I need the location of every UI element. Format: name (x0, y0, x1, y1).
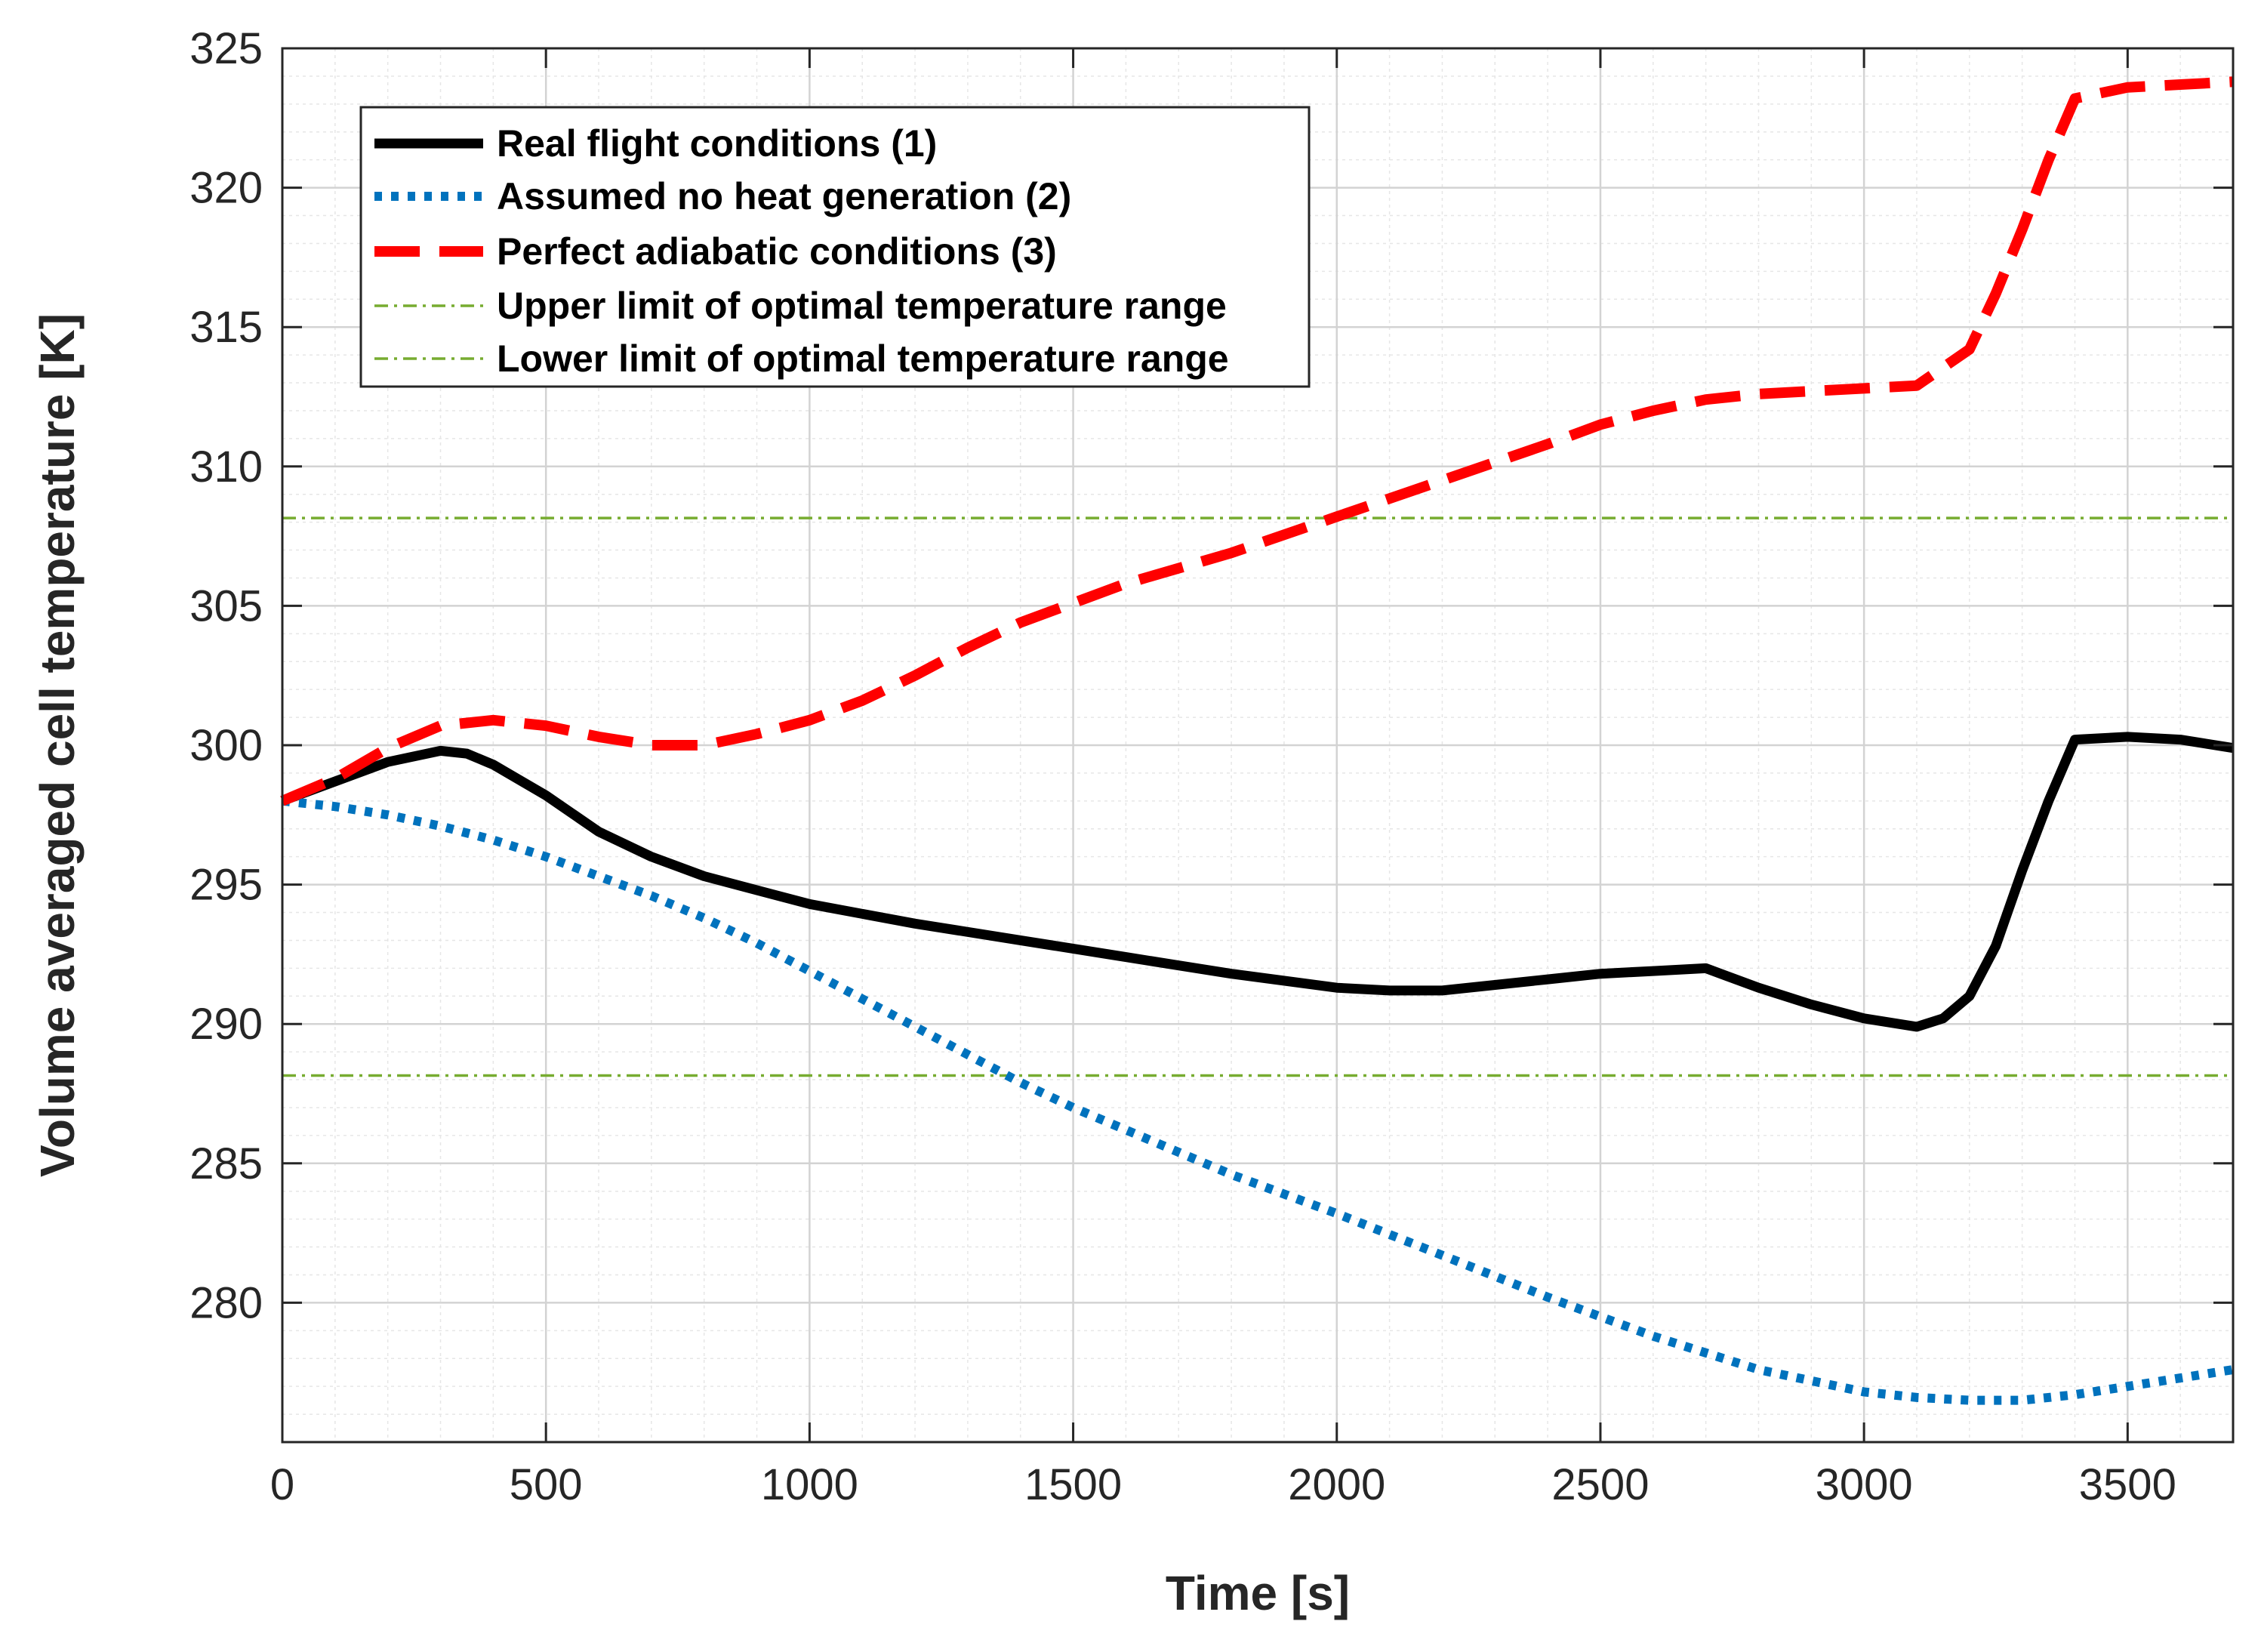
x-tick-label: 0 (270, 1460, 294, 1509)
x-tick-label: 500 (510, 1460, 583, 1509)
y-tick-label: 290 (189, 1000, 263, 1049)
legend-label-2: Assumed no heat generation (2) (497, 175, 1071, 217)
y-tick-label: 300 (189, 721, 263, 770)
y-tick-label: 285 (189, 1139, 263, 1188)
series-layer (280, 76, 2235, 1405)
y-tick-label: 280 (189, 1278, 263, 1327)
x-tick-label: 3000 (1816, 1460, 1913, 1509)
legend-box (359, 106, 1311, 388)
x-tick-label: 3500 (2079, 1460, 2176, 1509)
y-tick-label: 325 (189, 24, 263, 73)
y-axis-title: Volume averaged cell temperature [K] (30, 313, 85, 1177)
y-tick-label: 310 (189, 442, 263, 492)
y-tick-label: 305 (189, 581, 263, 630)
legend-label-3: Perfect adiabatic conditions (3) (497, 230, 1057, 273)
x-tick-label: 1500 (1024, 1460, 1122, 1509)
y-tick-label: 320 (189, 164, 263, 213)
x-tick-label: 2500 (1551, 1460, 1649, 1509)
legend: Real flight conditions (1) Assumed no hea… (359, 106, 1311, 388)
x-tick-label: 1000 (761, 1460, 858, 1509)
legend-label-1: Real flight conditions (1) (497, 122, 937, 165)
axis-ticks (281, 47, 2233, 1442)
series-line-1 (280, 732, 2235, 1032)
legend-label-4: Upper limit of optimal temperature range (497, 285, 1227, 327)
x-axis-title: Time [s] (1166, 1566, 1350, 1620)
series-line-2 (282, 796, 2234, 1405)
y-tick-label: 295 (189, 861, 263, 910)
legend-label-5: Lower limit of optimal temperature range (497, 337, 1229, 380)
x-tick-label: 2000 (1288, 1460, 1385, 1509)
series-line-3 (280, 76, 2234, 806)
tick-labels: 0 500 1000 1500 2000 2500 3000 3500 280 285 290 295… (189, 24, 2176, 1509)
y-tick-label: 315 (189, 303, 263, 352)
